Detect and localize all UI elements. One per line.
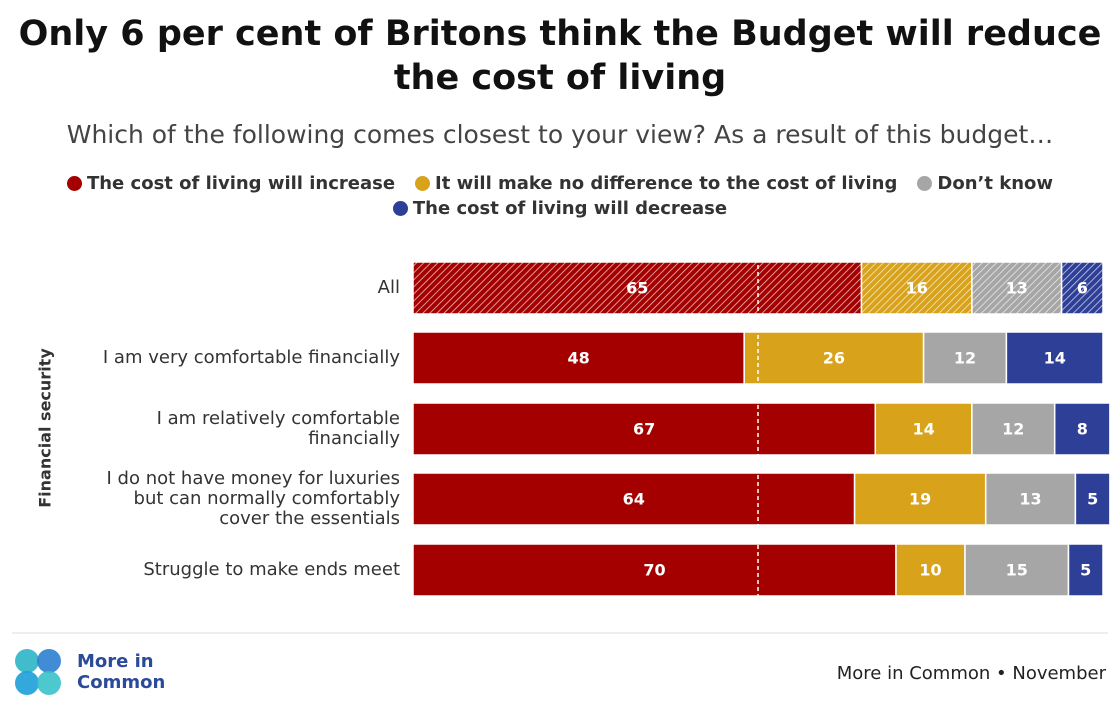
- value-label: 14: [912, 420, 934, 439]
- value-label: 19: [909, 490, 931, 509]
- value-label: 15: [1006, 561, 1028, 580]
- logo-text: More in Common: [77, 651, 166, 693]
- legend: The cost of living will increase It will …: [40, 173, 1080, 219]
- chart-title: Only 6 per cent of Britons think the Bud…: [18, 14, 1102, 98]
- source: More in Common • November: [836, 663, 1106, 684]
- legend-swatch: [415, 176, 431, 191]
- bar-segment: [964, 543, 1070, 597]
- category-label: I am relatively comfortable financially: [156, 408, 400, 449]
- legend-item: The cost of living will increase: [66, 173, 396, 194]
- value-label: 65: [626, 279, 648, 298]
- value-label: 6: [1077, 279, 1088, 298]
- value-label: 5: [1087, 490, 1098, 509]
- legend-item: Don’t know: [917, 173, 1053, 194]
- value-label: 10: [919, 561, 941, 580]
- value-label: 12: [954, 349, 976, 368]
- category-label: I am very comfortable financially: [102, 347, 400, 368]
- bar-segment: [874, 402, 973, 456]
- value-label: 16: [906, 279, 928, 298]
- legend-label: The cost of living will decrease: [412, 198, 728, 219]
- value-label: 48: [567, 349, 589, 368]
- bar-segment: [412, 331, 745, 385]
- category-label: All: [377, 277, 400, 298]
- legend-swatch: [392, 201, 408, 216]
- chart-subtitle: Which of the following comes closest to …: [66, 120, 1054, 149]
- bar-segment: [1005, 331, 1104, 385]
- bar-segment: [1053, 402, 1111, 456]
- legend-label: It will make no difference to the cost o…: [435, 173, 898, 194]
- legend-label: The cost of living will increase: [86, 173, 396, 194]
- value-label: 64: [623, 490, 645, 509]
- legend-item: It will make no difference to the cost o…: [415, 173, 897, 194]
- legend-item: The cost of living will decrease: [392, 198, 728, 219]
- logo-mark: [15, 649, 61, 695]
- value-label: 12: [1002, 420, 1024, 439]
- value-label: 5: [1080, 561, 1091, 580]
- bar-segment: [743, 331, 925, 385]
- bar-segment: [412, 402, 877, 456]
- bar-segment: [895, 543, 966, 597]
- value-label: 26: [823, 349, 845, 368]
- value-label: 8: [1077, 420, 1088, 439]
- value-label: 14: [1044, 349, 1066, 368]
- legend-swatch: [917, 176, 933, 191]
- bar-segment: [853, 472, 987, 526]
- category-label: Struggle to make ends meet: [143, 559, 400, 580]
- group-label: Financial security: [35, 348, 55, 508]
- bar-segment: [984, 472, 1077, 526]
- bar-segment: [971, 402, 1056, 456]
- legend-swatch: [66, 176, 82, 191]
- value-label: 70: [643, 561, 665, 580]
- bar-segment: [1067, 543, 1104, 597]
- legend-label: Don’t know: [937, 173, 1054, 194]
- category-label: I do not have money for luxuries but can…: [106, 468, 400, 529]
- value-label: 13: [1019, 490, 1041, 509]
- value-label: 67: [633, 420, 655, 439]
- bar-segment: [860, 261, 973, 315]
- bar-segment: [1074, 472, 1111, 526]
- bar-segment: [412, 472, 856, 526]
- value-label: 13: [1006, 279, 1028, 298]
- bar-segment: [1060, 261, 1104, 315]
